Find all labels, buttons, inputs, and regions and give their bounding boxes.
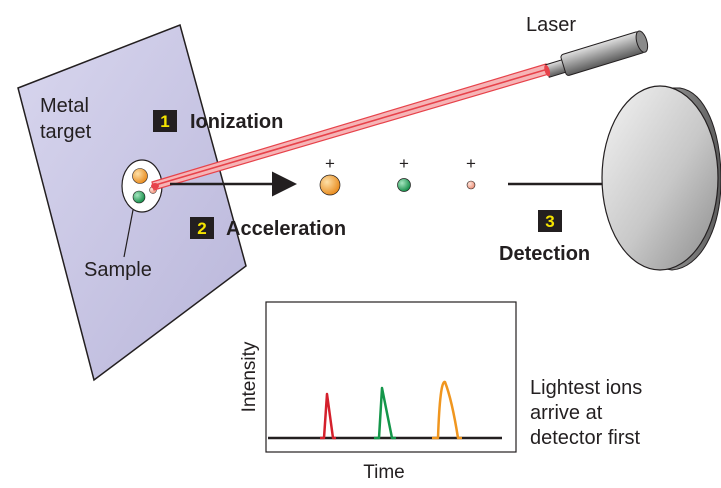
step-3-label: Detection [499, 243, 590, 265]
metal-target-label-line2: target [40, 121, 92, 143]
step-2-label: Acceleration [226, 218, 346, 240]
peak-2-green [374, 386, 396, 440]
ion-1-heavy [319, 174, 341, 196]
laser-device [544, 30, 649, 78]
step-1-label: Ionization [190, 111, 283, 133]
sample-molecule-green [132, 190, 146, 204]
ion-1-charge: + [325, 154, 335, 173]
peak-3-orange [432, 380, 462, 440]
step-2-number: 2 [197, 219, 206, 238]
ion-3-charge: + [466, 154, 476, 173]
sample-molecule-orange [132, 168, 148, 184]
ion-2-charge: + [399, 154, 409, 173]
step-1-number: 1 [160, 112, 169, 131]
detector [601, 85, 721, 271]
laser-impact [151, 183, 159, 189]
sample-leader-line [123, 209, 134, 258]
ion-3-light [466, 180, 476, 190]
lightest-note-line3: detector first [530, 427, 640, 449]
step-3-badge [538, 210, 562, 232]
step-1-badge [153, 110, 177, 132]
plot-x-axis-label: Time [363, 462, 405, 483]
sample-label: Sample [84, 259, 152, 281]
ion-2-medium [397, 178, 411, 192]
plot-y-axis-label: Intensity [239, 341, 260, 412]
step-2-badge [190, 217, 214, 239]
step-3-number: 3 [545, 212, 554, 231]
laser-beam-core [151, 68, 549, 187]
peak-1-red [320, 392, 336, 440]
laser-label: Laser [526, 14, 576, 36]
metal-target-label-line1: Metal [40, 95, 89, 117]
lightest-note-line1: Lightest ions [530, 377, 642, 399]
lightest-note-line2: arrive at [530, 402, 603, 424]
